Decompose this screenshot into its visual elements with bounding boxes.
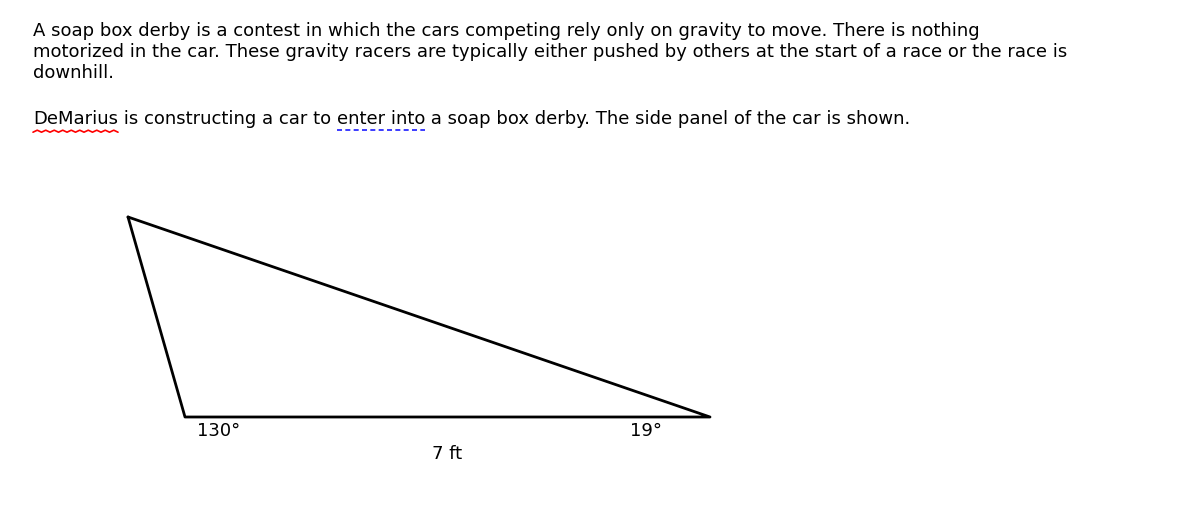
Text: A soap box derby is a contest in which the cars competing rely only on gravity t: A soap box derby is a contest in which t… [34, 22, 979, 40]
Text: motorized in the car. These gravity racers are typically either pushed by others: motorized in the car. These gravity race… [34, 43, 1067, 61]
Text: 7 ft: 7 ft [432, 444, 462, 462]
Text: is constructing a car to: is constructing a car to [118, 110, 337, 128]
Text: a soap box derby. The side panel of the car is shown.: a soap box derby. The side panel of the … [425, 110, 911, 128]
Text: 130°: 130° [197, 421, 240, 439]
Text: enter into: enter into [337, 110, 425, 128]
Text: downhill.: downhill. [34, 64, 114, 82]
Text: DeMarius: DeMarius [34, 110, 118, 128]
Text: 19°: 19° [630, 421, 662, 439]
